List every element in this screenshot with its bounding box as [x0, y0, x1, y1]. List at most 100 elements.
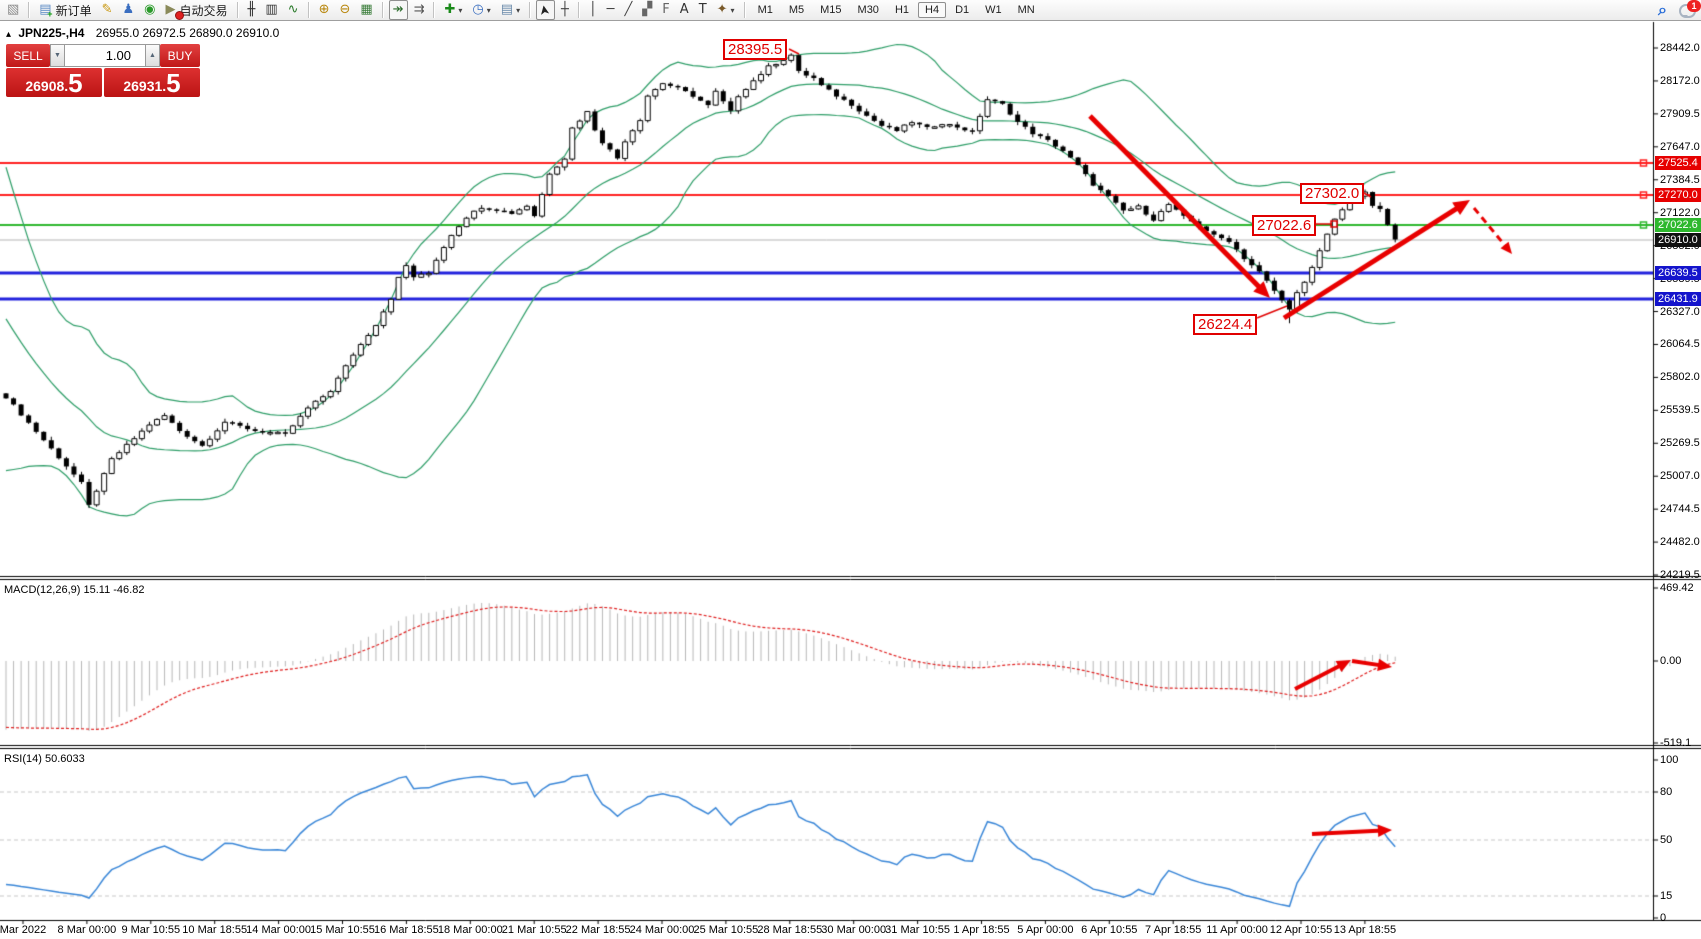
tile-windows-button[interactable]: ▦	[356, 0, 376, 20]
fibonacci-button[interactable]: F	[658, 0, 673, 20]
cursor-button[interactable]: ➤	[536, 0, 555, 20]
timeframe-m15-button[interactable]: M15	[820, 4, 842, 16]
signals-button[interactable]: ◉	[140, 0, 159, 20]
symbol-timeframe-title: JPN225-,H4	[18, 26, 85, 40]
metaeditor-icon: ✎	[101, 2, 113, 17]
indicators-icon: ✚	[444, 2, 456, 17]
templates-button[interactable]: ▤ ▾	[497, 0, 524, 20]
buy-button[interactable]: BUY	[160, 44, 200, 67]
timeframe-m30-button[interactable]: M30	[857, 4, 879, 16]
zoom-in-button[interactable]: ⊕	[315, 0, 334, 20]
line-chart-button[interactable]: ∿	[284, 0, 303, 20]
new-order-icon: ▤	[39, 2, 52, 17]
sell-button[interactable]: SELL	[6, 44, 50, 67]
bar-chart-icon: ╫	[247, 2, 256, 17]
trendline-icon: ╱	[624, 2, 633, 17]
periods-icon: ◷	[472, 2, 484, 17]
sell-price-dot: .	[64, 78, 69, 94]
horizontal-line-button[interactable]: ─	[603, 0, 619, 20]
vertical-line-button[interactable]: │	[585, 0, 601, 20]
templates-icon: ▤	[500, 2, 514, 17]
trendline-button[interactable]: ╱	[620, 0, 636, 20]
text-label-icon: T	[698, 2, 707, 17]
indicators-dropdown-icon[interactable]: ▾	[458, 5, 463, 15]
buy-price-main: 26931	[123, 78, 163, 94]
search-icon[interactable]: ⌕	[1658, 0, 1667, 19]
auto-scroll-button[interactable]: ↠	[388, 0, 408, 20]
templates-dropdown-icon[interactable]: ▾	[516, 5, 521, 15]
buy-price-button[interactable]: 26931 . 5	[104, 68, 200, 97]
timeframe-mn-button[interactable]: MN	[1017, 4, 1035, 16]
new-order-label: 新订单	[55, 3, 92, 18]
candlestick-chart-icon: ▥	[265, 2, 278, 17]
autotrading-label: 自动交易	[179, 3, 228, 18]
tile-windows-icon: ▦	[360, 2, 373, 17]
timeframe-h1-button[interactable]: H1	[894, 4, 909, 16]
timeframe-m1-button[interactable]: M1	[757, 4, 773, 16]
text-label-button[interactable]: T	[695, 0, 711, 20]
metaeditor-button[interactable]: ✎	[98, 0, 117, 20]
toolbar-group: ➤ ┼	[535, 0, 574, 20]
buy-price-dot: .	[162, 78, 167, 94]
ohlc-readout: 26955.0 26972.5 26890.0 26910.0	[95, 26, 280, 40]
sell-price-main: 26908	[25, 78, 65, 94]
equidistant-channel-button[interactable]: ▞	[638, 0, 656, 20]
toolbar-group: ╫ ▥ ∿	[243, 0, 304, 20]
sell-price-pip: 5	[68, 68, 83, 98]
new-order-button[interactable]: ▤ + 新订单	[35, 0, 95, 20]
experts-button[interactable]: ♟	[119, 0, 139, 20]
candlestick-chart-button[interactable]: ▥	[261, 0, 281, 20]
rsi-indicator-label: RSI(14) 50.6033	[4, 753, 85, 765]
volume-decrease-button[interactable]: ▼	[50, 44, 65, 67]
sell-price-button[interactable]: 26908 . 5	[6, 68, 102, 97]
arrows-button[interactable]: ✦ ▾	[713, 0, 739, 20]
crosshair-button[interactable]: ┼	[557, 0, 573, 20]
indicators-button[interactable]: ✚ ▾	[440, 0, 466, 20]
arrows-icon: ✦	[716, 2, 728, 17]
arrows-dropdown-icon[interactable]: ▾	[730, 5, 735, 15]
volume-input[interactable]: 1.00	[65, 44, 145, 67]
bar-chart-button[interactable]: ╫	[244, 0, 260, 20]
new-chart-button[interactable]: ▧	[3, 0, 23, 20]
equidistant-channel-icon: ▞	[642, 2, 653, 17]
text-icon: A	[679, 2, 689, 17]
one-click-toggle-icon[interactable]: ▴	[6, 29, 12, 40]
macd-indicator-label: MACD(12,26,9) 15.11 -46.82	[4, 584, 145, 596]
autotrading-status-dot	[174, 11, 184, 20]
timeframe-group: M1 M5 M15 M30 H1 H4 D1 W1 MN	[750, 0, 1043, 20]
periods-dropdown-icon[interactable]: ▾	[486, 5, 491, 15]
timeframe-d1-button[interactable]: D1	[955, 4, 970, 16]
timeframe-w1-button[interactable]: W1	[985, 4, 1002, 16]
auto-scroll-icon: ↠	[392, 2, 404, 17]
vertical-line-icon: │	[588, 2, 597, 17]
one-click-trading-panel: SELL ▼ 1.00 ▲ BUY 26908 . 5 26931 . 5	[6, 44, 200, 97]
toolbar-group: ✚ ▾ ◷ ▾ ▤ ▾	[439, 0, 525, 20]
chart-shift-button[interactable]: ⇉	[410, 0, 429, 20]
main-toolbar: ▧ ▤ + 新订单 ✎ ♟ ◉ ▶ 自动交易 ╫ ▥ ∿ ⊕ ⊖ ▦ ↠ ⇉ ✚ ▾ ◷ ▾ ▤ ▾ ➤ ┼ │ ─ ╱ ▞ F A T ✦ ▾ M…	[0, 0, 1701, 21]
new-chart-icon: ▧	[7, 2, 20, 17]
chart-shift-icon: ⇉	[413, 2, 425, 17]
timeframe-h4-button[interactable]: H4	[918, 2, 947, 18]
timeframe-m5-button[interactable]: M5	[788, 4, 805, 16]
chat-button[interactable]: 1	[1677, 0, 1701, 19]
symbol-title-bar: ▴ JPN225-,H4 26955.0 26972.5 26890.0 269…	[6, 26, 279, 40]
zoom-out-button[interactable]: ⊖	[335, 0, 354, 20]
volume-increase-button[interactable]: ▲	[145, 44, 160, 67]
crosshair-icon: ┼	[560, 2, 569, 17]
signals-icon: ◉	[144, 2, 156, 17]
autotrading-icon: ▶	[165, 2, 176, 17]
toolbar-group: │ ─ ╱ ▞ F A T ✦ ▾	[584, 0, 740, 20]
toolbar-group: ⊕ ⊖ ▦	[314, 0, 378, 20]
chat-unread-badge: 1	[1687, 0, 1701, 12]
zoom-in-icon: ⊕	[318, 2, 330, 17]
line-chart-icon: ∿	[287, 2, 299, 17]
autotrading-button[interactable]: ▶ 自动交易	[162, 0, 232, 20]
cursor-icon: ➤	[536, 3, 554, 17]
text-button[interactable]: A	[676, 0, 693, 20]
horizontal-line-icon: ─	[606, 2, 615, 17]
fibonacci-icon: F	[662, 2, 670, 17]
experts-icon: ♟	[122, 2, 135, 17]
periods-button[interactable]: ◷ ▾	[468, 0, 494, 20]
